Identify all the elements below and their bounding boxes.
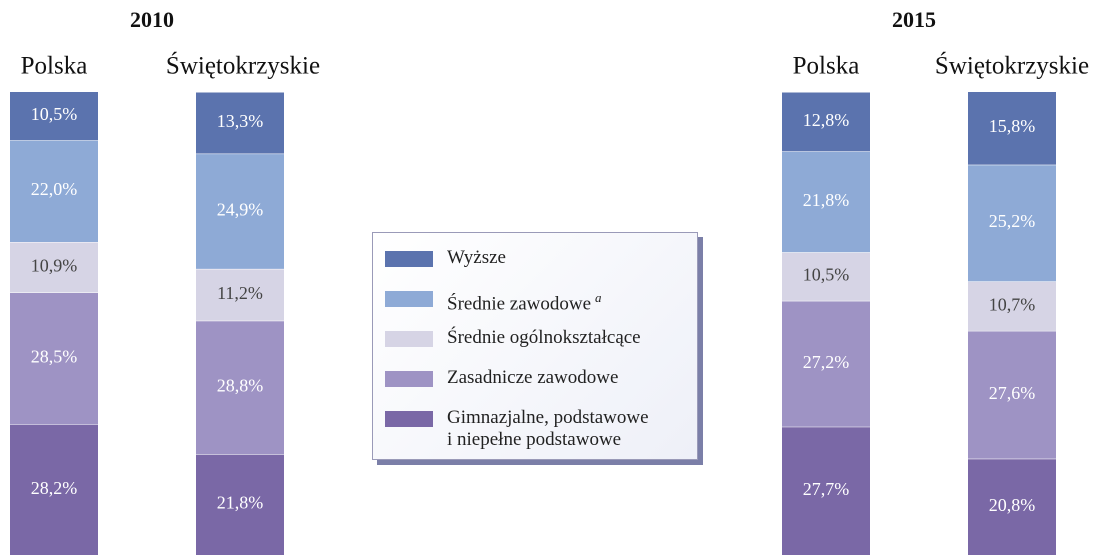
value-label: 10,5% [803, 265, 850, 285]
legend-label: Średnie ogólnokształcące [447, 327, 641, 348]
legend-swatch [385, 331, 433, 347]
legend: Wyższe Średnie zawodowe a Średnie ogólnoksz… [372, 232, 698, 460]
bar-segment [10, 91, 98, 141]
category-label: Świętokrzyskie [935, 52, 1089, 80]
value-label: 13,3% [217, 111, 264, 131]
bar-segment [10, 242, 98, 293]
bar-segment [10, 140, 98, 243]
bar-segment [968, 91, 1056, 165]
value-label: 28,2% [31, 478, 78, 498]
legend-item: Wyższe [385, 247, 697, 287]
bar-segment [782, 92, 870, 152]
legend-label: Wyższe [447, 247, 506, 268]
value-label: 21,8% [803, 190, 850, 210]
legend-label: Średnie zawodowe a [447, 290, 602, 315]
legend-label: Gimnazjalne, podstawowe i niepełne podst… [447, 407, 649, 450]
bar-segment [10, 292, 98, 425]
bar-segment [10, 424, 98, 555]
category-label: Polska [21, 53, 88, 80]
value-label: 27,6% [989, 383, 1036, 403]
value-label: 25,2% [989, 211, 1036, 231]
bar-segment [196, 153, 284, 269]
bar-segment [782, 151, 870, 253]
value-label: 12,8% [803, 110, 850, 130]
group-title: 2015 [892, 7, 936, 32]
bar-segment [968, 281, 1056, 331]
value-label: 20,8% [989, 495, 1036, 515]
value-label: 22,0% [31, 179, 78, 199]
value-label: 10,9% [31, 255, 78, 275]
legend-swatch [385, 251, 433, 267]
bar-segment [968, 330, 1056, 459]
bar-segment [782, 426, 870, 555]
legend-swatch [385, 411, 433, 427]
bar-segment [968, 458, 1056, 555]
legend-item: Gimnazjalne, podstawowe i niepełne podst… [385, 407, 697, 450]
value-label: 27,2% [803, 352, 850, 372]
legend-label: Zasadnicze zawodowe [447, 367, 619, 388]
legend-note: a [595, 290, 602, 305]
legend-swatch [385, 291, 433, 307]
value-label: 21,8% [217, 493, 264, 513]
bar-segment [196, 454, 284, 555]
group-title: 2010 [130, 7, 174, 32]
value-label: 10,5% [31, 104, 78, 124]
category-label: Świętokrzyskie [166, 52, 320, 80]
legend-swatch [385, 371, 433, 387]
bar-segment [782, 252, 870, 301]
bar-segment [196, 92, 284, 154]
value-label: 15,8% [989, 116, 1036, 136]
bar-segment [782, 300, 870, 427]
legend-item: Średnie zawodowe a [385, 287, 697, 327]
legend-item: Zasadnicze zawodowe [385, 367, 697, 407]
value-label: 10,7% [989, 294, 1036, 314]
value-label: 28,8% [217, 376, 264, 396]
legend-item: Średnie ogólnokształcące [385, 327, 697, 367]
bar-segment [196, 268, 284, 321]
category-label: Polska [793, 53, 860, 80]
value-label: 11,2% [217, 283, 263, 303]
value-label: 24,9% [217, 199, 264, 219]
value-label: 27,7% [803, 479, 850, 499]
bar-segment [968, 164, 1056, 282]
bar-segment [196, 320, 284, 455]
value-label: 28,5% [31, 347, 78, 367]
